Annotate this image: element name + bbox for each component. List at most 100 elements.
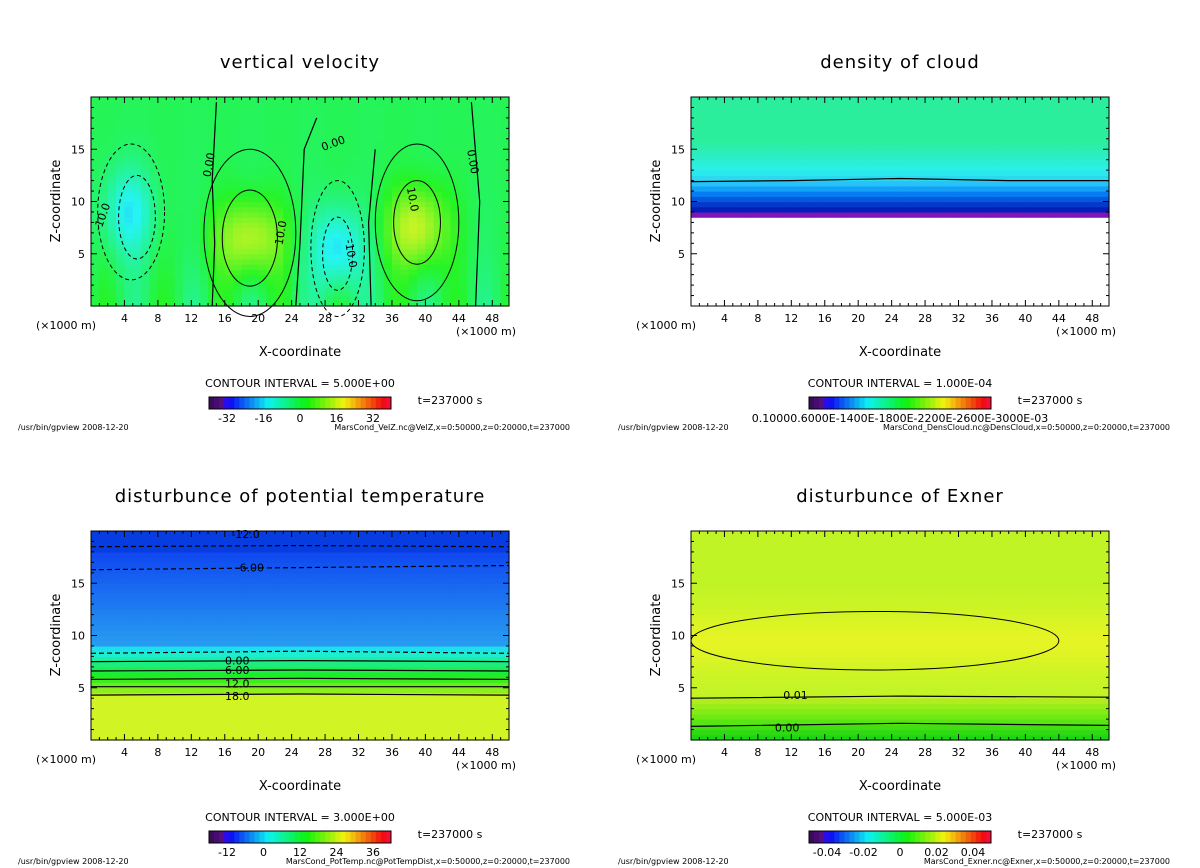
- heatmap-cell: [724, 185, 734, 192]
- heatmap-cell: [858, 258, 868, 265]
- heatmap-cell: [866, 196, 876, 203]
- heatmap-cell: [249, 274, 259, 281]
- heatmap-cell: [1000, 232, 1010, 239]
- heatmap-cell: [99, 211, 109, 218]
- heatmap-cell: [741, 206, 751, 213]
- heatmap-cell: [132, 593, 142, 600]
- heatmap-cell: [891, 123, 901, 129]
- heatmap-cell: [91, 295, 100, 302]
- heatmap-cell: [467, 128, 477, 135]
- heatmap-cell: [233, 117, 243, 124]
- heatmap-cell: [333, 285, 343, 291]
- heatmap-cell: [366, 248, 376, 255]
- heatmap-cell: [132, 97, 142, 103]
- heatmap-cell: [966, 144, 976, 150]
- heatmap-cell: [1083, 295, 1093, 302]
- heatmap-cell: [707, 248, 717, 255]
- heatmap-cell: [799, 97, 809, 103]
- x-tick-label: 24: [885, 312, 899, 325]
- heatmap-cell: [191, 531, 201, 537]
- heatmap-cell: [1050, 128, 1060, 135]
- heatmap-cell: [107, 578, 117, 584]
- heatmap-cell: [916, 211, 926, 218]
- heatmap-cell: [274, 112, 284, 119]
- heatmap-cell: [991, 138, 1001, 145]
- heatmap-cell: [258, 164, 268, 171]
- heatmap-cell: [366, 258, 376, 265]
- heatmap-cell: [308, 227, 318, 234]
- contour-line: [322, 216, 354, 291]
- heatmap-cell: [791, 170, 801, 176]
- heatmap-cell: [699, 180, 709, 187]
- heatmap-cell: [124, 619, 134, 626]
- heatmap-cell: [1008, 201, 1018, 208]
- heatmap-cell: [174, 536, 184, 543]
- heatmap-cell: [199, 635, 209, 642]
- heatmap-cell: [116, 175, 126, 182]
- heatmap-cell: [707, 285, 717, 291]
- y-tick-label: 5: [78, 248, 85, 261]
- heatmap-cell: [166, 217, 176, 223]
- heatmap-cell: [199, 175, 209, 182]
- heatmap-cell: [1042, 180, 1052, 187]
- colorbar-swatch: [279, 397, 286, 409]
- heatmap-cell: [791, 180, 801, 187]
- heatmap-cell: [116, 677, 126, 684]
- heatmap-cell: [475, 222, 485, 229]
- heatmap-cell: [1017, 144, 1026, 150]
- heatmap-cell: [233, 133, 243, 140]
- heatmap-cell: [1058, 206, 1068, 213]
- heatmap-cell: [808, 269, 817, 276]
- heatmap-cell: [350, 170, 360, 176]
- heatmap-cell: [350, 175, 360, 182]
- heatmap-cell: [757, 196, 767, 203]
- heatmap-cell: [958, 175, 968, 182]
- heatmap-cell: [99, 154, 109, 161]
- heatmap-cell: [749, 227, 759, 234]
- heatmap-cell: [191, 211, 201, 218]
- heatmap-cell: [841, 159, 851, 166]
- heatmap-cell: [400, 217, 410, 223]
- heatmap-cell: [291, 133, 301, 140]
- heatmap-cell: [99, 133, 109, 140]
- heatmap-cell: [774, 290, 784, 297]
- heatmap-cell: [874, 123, 884, 129]
- heatmap-cell: [442, 264, 452, 271]
- heatmap-cell: [791, 149, 801, 156]
- heatmap-cell: [691, 295, 700, 302]
- heatmap-cell: [425, 217, 435, 223]
- heatmap-cell: [707, 227, 717, 234]
- heatmap-cell: [966, 97, 976, 103]
- heatmap-cell: [866, 128, 876, 135]
- heatmap-cell: [933, 107, 943, 114]
- heatmap-cell: [716, 185, 726, 192]
- heatmap-cell: [425, 232, 435, 239]
- heatmap-cell: [417, 285, 426, 291]
- heatmap-cell: [741, 243, 751, 250]
- heatmap-cell: [132, 112, 142, 119]
- heatmap-cell: [983, 211, 993, 218]
- heatmap-cell: [816, 128, 826, 135]
- heatmap-cell: [99, 191, 109, 197]
- heatmap-cell: [417, 149, 426, 156]
- heatmap-cell: [866, 175, 876, 182]
- heatmap-cell: [691, 300, 700, 307]
- heatmap-cell: [1025, 258, 1035, 265]
- heatmap-cell: [182, 661, 192, 668]
- heatmap-cell: [99, 243, 109, 250]
- heatmap-cell: [199, 248, 209, 255]
- heatmap-cell: [166, 567, 176, 574]
- heatmap-cell: [774, 222, 784, 229]
- heatmap-cell: [249, 243, 259, 250]
- heatmap-cell: [408, 290, 418, 297]
- heatmap-cell: [283, 279, 293, 286]
- heatmap-cell: [107, 609, 117, 616]
- heatmap-cell: [1025, 269, 1035, 276]
- heatmap-cell: [241, 248, 251, 255]
- heatmap-cell: [174, 253, 184, 260]
- heatmap-cell: [400, 159, 410, 166]
- heatmap-cell: [333, 123, 343, 129]
- heatmap-cell: [358, 243, 368, 250]
- heatmap-cell: [224, 138, 234, 145]
- heatmap-cell: [199, 692, 209, 699]
